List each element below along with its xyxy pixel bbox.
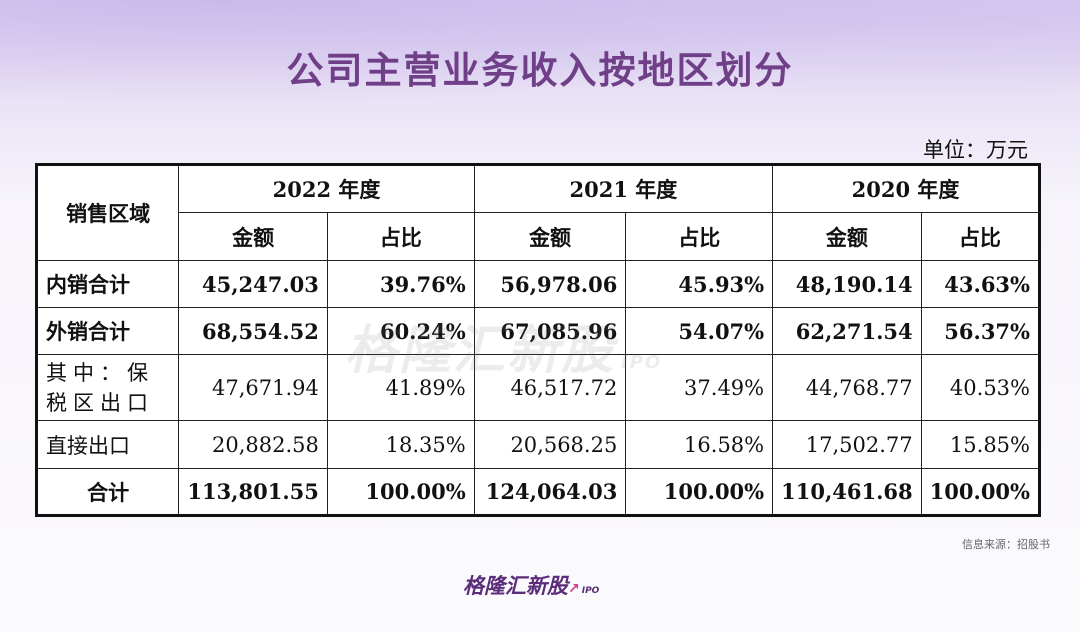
table-row-total: 合计 113,801.55 100.00% 124,064.03 100.00%… [35, 468, 1041, 516]
table-cell: 100.00% [326, 468, 475, 516]
table-cell: 48,190.14 [772, 260, 922, 308]
table-cell: 67,085.96 [473, 307, 627, 355]
row-label: 内销合计 [35, 260, 180, 308]
amount-header: 金额 [178, 212, 328, 261]
unit-label: 单位：万元 [923, 138, 1028, 162]
arrow-up-icon: ↗ [568, 581, 580, 597]
table-cell: 45.93% [625, 260, 774, 308]
table-cell: 16.58% [625, 420, 774, 469]
table-cell: 15.85% [920, 420, 1041, 469]
table-cell: 18.35% [326, 420, 475, 469]
year-header-2021: 2021 年度 [473, 164, 774, 213]
header-background [0, 0, 1080, 120]
table-row: 内销合计 45,247.03 39.76% 56,978.06 45.93% 4… [35, 260, 1041, 308]
share-header: 占比 [326, 212, 475, 261]
row-label-line: 其中：保 [46, 360, 154, 385]
row-label: 合计 [35, 468, 180, 516]
table-cell: 20,568.25 [473, 420, 627, 469]
share-header: 占比 [625, 212, 774, 261]
amount-header: 金额 [473, 212, 627, 261]
table-cell: 40.53% [920, 354, 1041, 421]
page-title: 公司主营业务收入按地区划分 [286, 49, 794, 92]
table-cell: 100.00% [920, 468, 1041, 516]
table-cell: 46,517.72 [473, 354, 627, 421]
table-cell: 20,882.58 [178, 420, 328, 469]
share-header: 占比 [920, 212, 1041, 261]
footer-logo: 格隆汇新股↗ IPO [463, 570, 599, 600]
table-cell: 56.37% [920, 307, 1041, 355]
table-cell: 44,768.77 [772, 354, 922, 421]
header-row-years: 销售区域 2022 年度 2021 年度 2020 年度 [35, 164, 1040, 261]
year-header-2020: 2020 年度 [772, 164, 1040, 213]
table-cell: 68,554.52 [178, 307, 328, 355]
table-cell: 56,978.06 [473, 260, 627, 308]
region-header: 销售区域 [35, 164, 180, 261]
table-cell: 47,671.94 [178, 354, 328, 421]
table-cell: 54.07% [625, 307, 774, 355]
table-cell: 45,247.03 [178, 260, 328, 308]
row-label: 外销合计 [35, 307, 180, 355]
table-cell: 110,461.68 [772, 468, 922, 516]
table-cell: 100.00% [625, 468, 774, 516]
revenue-by-region-table: 销售区域 2022 年度 2021 年度 2020 年度 金额 占比 金额 占比… [35, 163, 1041, 517]
row-label-line: 税区出口 [46, 390, 154, 415]
table-row: 直接出口 20,882.58 18.35% 20,568.25 16.58% 1… [35, 420, 1041, 469]
table-cell: 41.89% [326, 354, 475, 421]
row-label: 其中：保 税区出口 [35, 354, 180, 421]
table-cell: 17,502.77 [772, 420, 922, 469]
table-row: 其中：保 税区出口 47,671.94 41.89% 46,517.72 37.… [35, 354, 1041, 421]
row-label: 直接出口 [35, 420, 180, 469]
table-row: 外销合计 68,554.52 60.24% 67,085.96 54.07% 6… [35, 307, 1041, 355]
table-cell: 124,064.03 [473, 468, 627, 516]
table-cell: 39.76% [326, 260, 475, 308]
amount-header: 金额 [772, 212, 922, 261]
source-note: 信息来源：招股书 [962, 538, 1050, 551]
footer-logo-text: 格隆汇新股 [463, 574, 568, 598]
year-header-2022: 2022 年度 [178, 164, 475, 213]
header-row-sub: 金额 占比 金额 占比 金额 占比 [37, 212, 1041, 261]
footer-logo-sub: IPO [581, 586, 600, 596]
table-cell: 62,271.54 [772, 307, 922, 355]
table-cell: 60.24% [326, 307, 475, 355]
table-cell: 43.63% [920, 260, 1041, 308]
table-cell: 37.49% [625, 354, 774, 421]
table-cell: 113,801.55 [178, 468, 328, 516]
